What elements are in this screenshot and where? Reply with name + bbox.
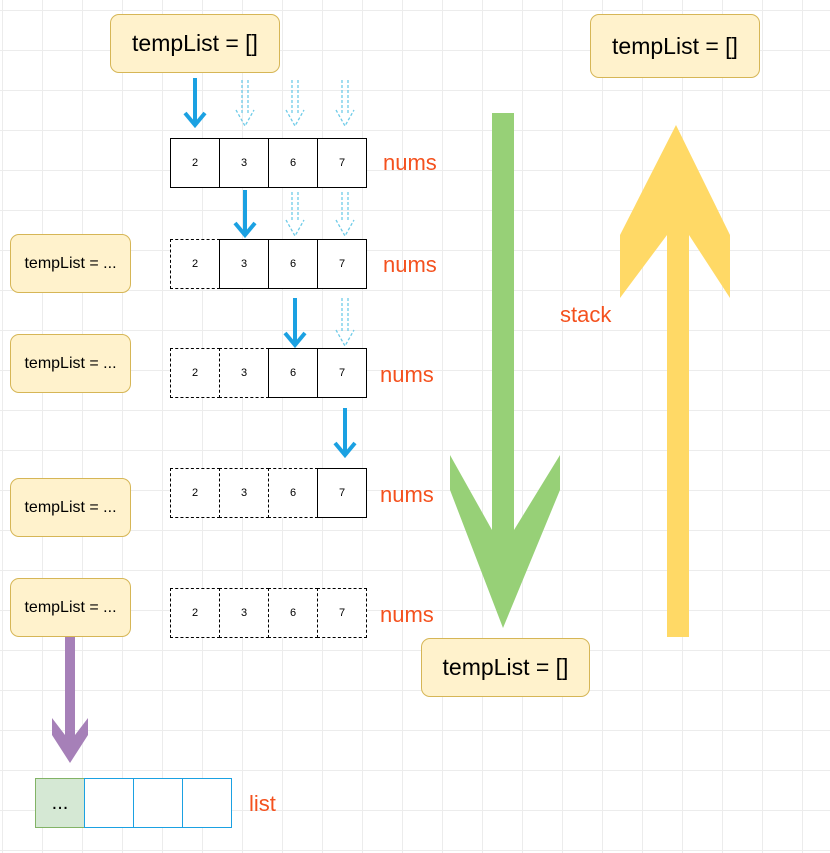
- array-cell: 7: [317, 348, 367, 398]
- nums-label: nums: [383, 150, 437, 175]
- yellow-up-arrow: [620, 125, 730, 637]
- dashed-arrow-icon: [285, 192, 305, 238]
- result-list: ...: [35, 778, 232, 828]
- templist-step-box: tempList = ...: [10, 334, 131, 393]
- array-cell: 2: [170, 348, 220, 398]
- templist-final-box: tempList = []: [590, 14, 760, 78]
- array-cell: 2: [170, 239, 220, 289]
- dashed-arrow-icon: [285, 80, 305, 128]
- list-label: list: [249, 791, 276, 816]
- blue-dashed-arrows: [235, 80, 355, 348]
- blue-solid-arrows: [183, 78, 357, 459]
- arrow-down-icon: [283, 298, 307, 349]
- array-cell: 7: [317, 468, 367, 518]
- templist-initial-box: tempList = []: [110, 14, 280, 73]
- array-cell: 2: [170, 468, 220, 518]
- templist-step-box: tempList = ...: [10, 234, 131, 293]
- purple-down-arrow: [52, 632, 88, 763]
- nums-label: nums: [380, 602, 434, 627]
- list-cell: [133, 778, 183, 828]
- templist-bottom-box: tempList = []: [421, 638, 590, 697]
- dashed-arrow-icon: [335, 80, 355, 128]
- templist-step-box: tempList = ...: [10, 478, 131, 537]
- arrow-down-icon: [233, 190, 257, 239]
- dashed-arrow-icon: [235, 80, 255, 128]
- arrow-down-icon: [183, 78, 207, 129]
- stack-label: stack: [560, 302, 612, 327]
- array-cell: 7: [317, 588, 367, 638]
- array-cell: 6: [268, 348, 318, 398]
- array-cell: 2: [170, 138, 220, 188]
- nums-label: nums: [380, 362, 434, 387]
- list-cell-filled: ...: [35, 778, 85, 828]
- templist-step-box: tempList = ...: [10, 578, 131, 637]
- dashed-arrow-icon: [335, 298, 355, 348]
- nums-label: nums: [383, 252, 437, 277]
- array-cell: 3: [219, 348, 269, 398]
- array-cell: 6: [268, 588, 318, 638]
- list-cell: [84, 778, 134, 828]
- array-cell: 6: [268, 138, 318, 188]
- array-cell: 6: [268, 239, 318, 289]
- array-cell: 2: [170, 588, 220, 638]
- dashed-arrow-icon: [335, 192, 355, 238]
- list-cell: [182, 778, 232, 828]
- array-cell: 3: [219, 239, 269, 289]
- nums-label: nums: [380, 482, 434, 507]
- array-cell: 3: [219, 588, 269, 638]
- arrow-down-icon: [333, 408, 357, 459]
- array-cell: 3: [219, 468, 269, 518]
- array-cell: 3: [219, 138, 269, 188]
- array-cell: 7: [317, 239, 367, 289]
- array-cell: 7: [317, 138, 367, 188]
- array-cell: 6: [268, 468, 318, 518]
- green-down-arrow: [450, 113, 560, 628]
